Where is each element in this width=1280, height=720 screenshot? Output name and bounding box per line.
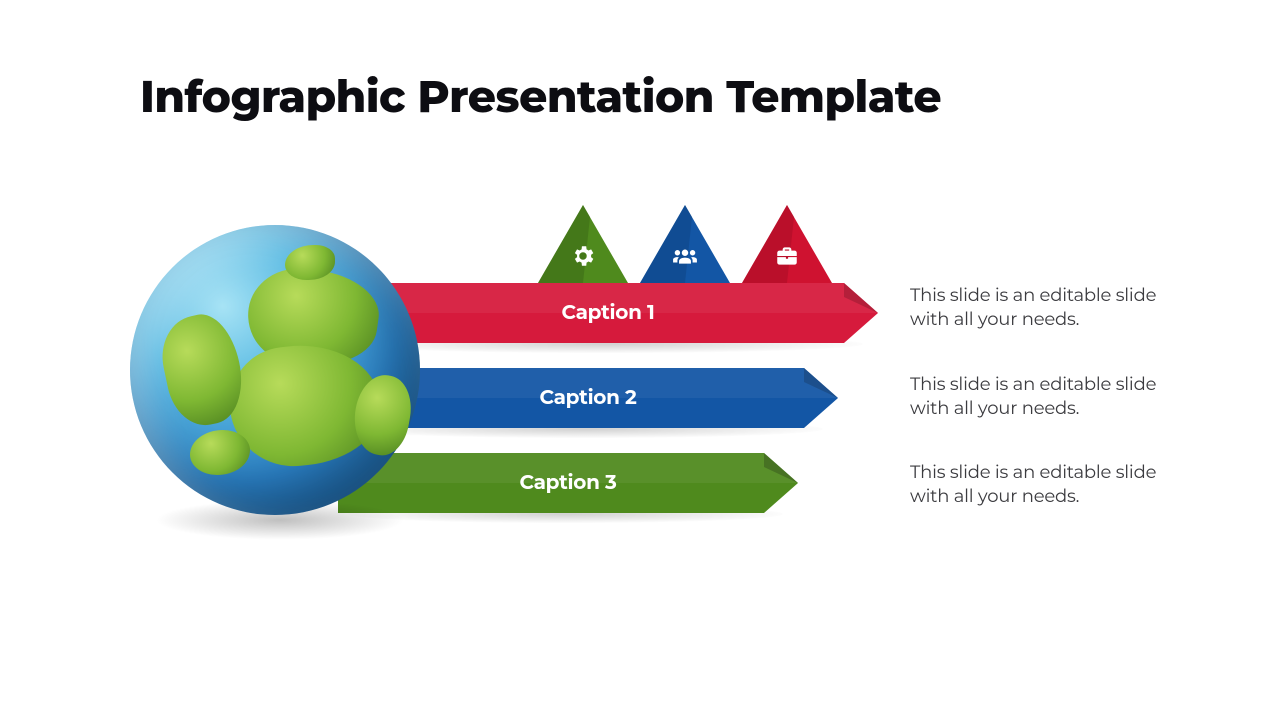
triangle-2 bbox=[640, 205, 730, 283]
briefcase-icon bbox=[742, 243, 832, 274]
gear-icon bbox=[538, 243, 628, 274]
page-title: Infographic Presentation Template bbox=[140, 70, 941, 124]
people-icon bbox=[640, 243, 730, 274]
globe-icon bbox=[130, 225, 420, 515]
globe-wrap bbox=[130, 225, 430, 525]
caption-desc-2: This slide is an editable slide with all… bbox=[910, 372, 1160, 421]
triangle-1 bbox=[538, 205, 628, 283]
triangle-3 bbox=[742, 205, 832, 283]
caption-desc-1: This slide is an editable slide with all… bbox=[910, 283, 1160, 332]
caption-desc-3: This slide is an editable slide with all… bbox=[910, 460, 1160, 509]
